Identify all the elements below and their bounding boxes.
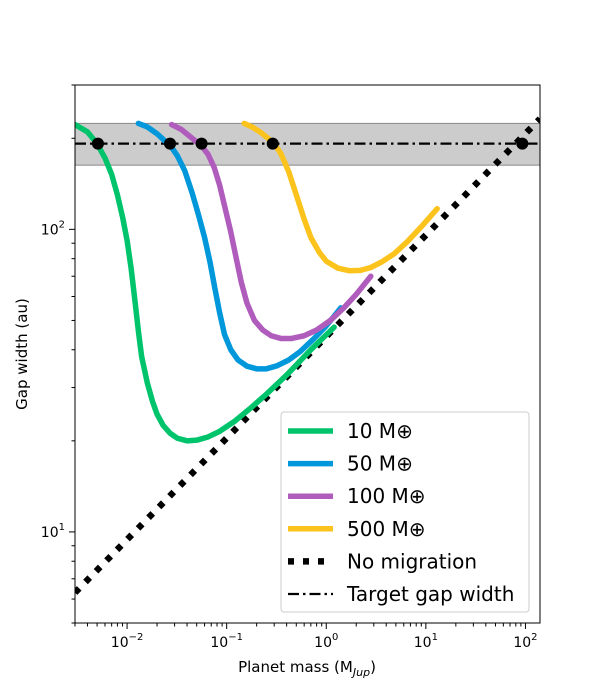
- legend-label: 50 M⊕: [347, 452, 413, 476]
- target-marker: [266, 137, 279, 150]
- legend-label: No migration: [347, 549, 477, 573]
- legend: 10 M⊕ 50 M⊕ 100 M⊕ 500 M⊕ No migration Target…: [280, 411, 530, 613]
- legend-label: Target gap width: [346, 582, 514, 606]
- x-axis-label: Planet mass (MJup): [238, 658, 376, 679]
- x-axis-label-sub: Jup: [351, 666, 370, 679]
- series-line-2: [168, 121, 374, 342]
- x-tick-label: 10−1: [210, 632, 243, 651]
- y-tick-label: 101: [41, 522, 65, 541]
- x-tick-label: 10−2: [111, 632, 144, 651]
- x-tick-label: 102: [513, 632, 537, 651]
- y-tick-label: 102: [41, 219, 65, 238]
- x-axis-label-main: Planet mass (M: [238, 658, 353, 676]
- x-axis-label-end: ): [370, 658, 376, 676]
- legend-box: [280, 411, 530, 613]
- y-axis-label: Gap width (au): [13, 298, 31, 410]
- target-marker: [195, 137, 208, 150]
- plot-frame: [74, 84, 541, 624]
- x-tick-label: 100: [314, 632, 338, 651]
- legend-label: 100 M⊕: [347, 484, 426, 508]
- series-line-0: [75, 121, 337, 444]
- target-marker: [516, 137, 529, 150]
- x-tick-label: 101: [414, 632, 438, 651]
- legend-label: 10 M⊕: [347, 419, 413, 443]
- legend-label: 500 M⊕: [347, 517, 426, 541]
- target-marker: [164, 137, 177, 150]
- target-marker: [91, 137, 104, 150]
